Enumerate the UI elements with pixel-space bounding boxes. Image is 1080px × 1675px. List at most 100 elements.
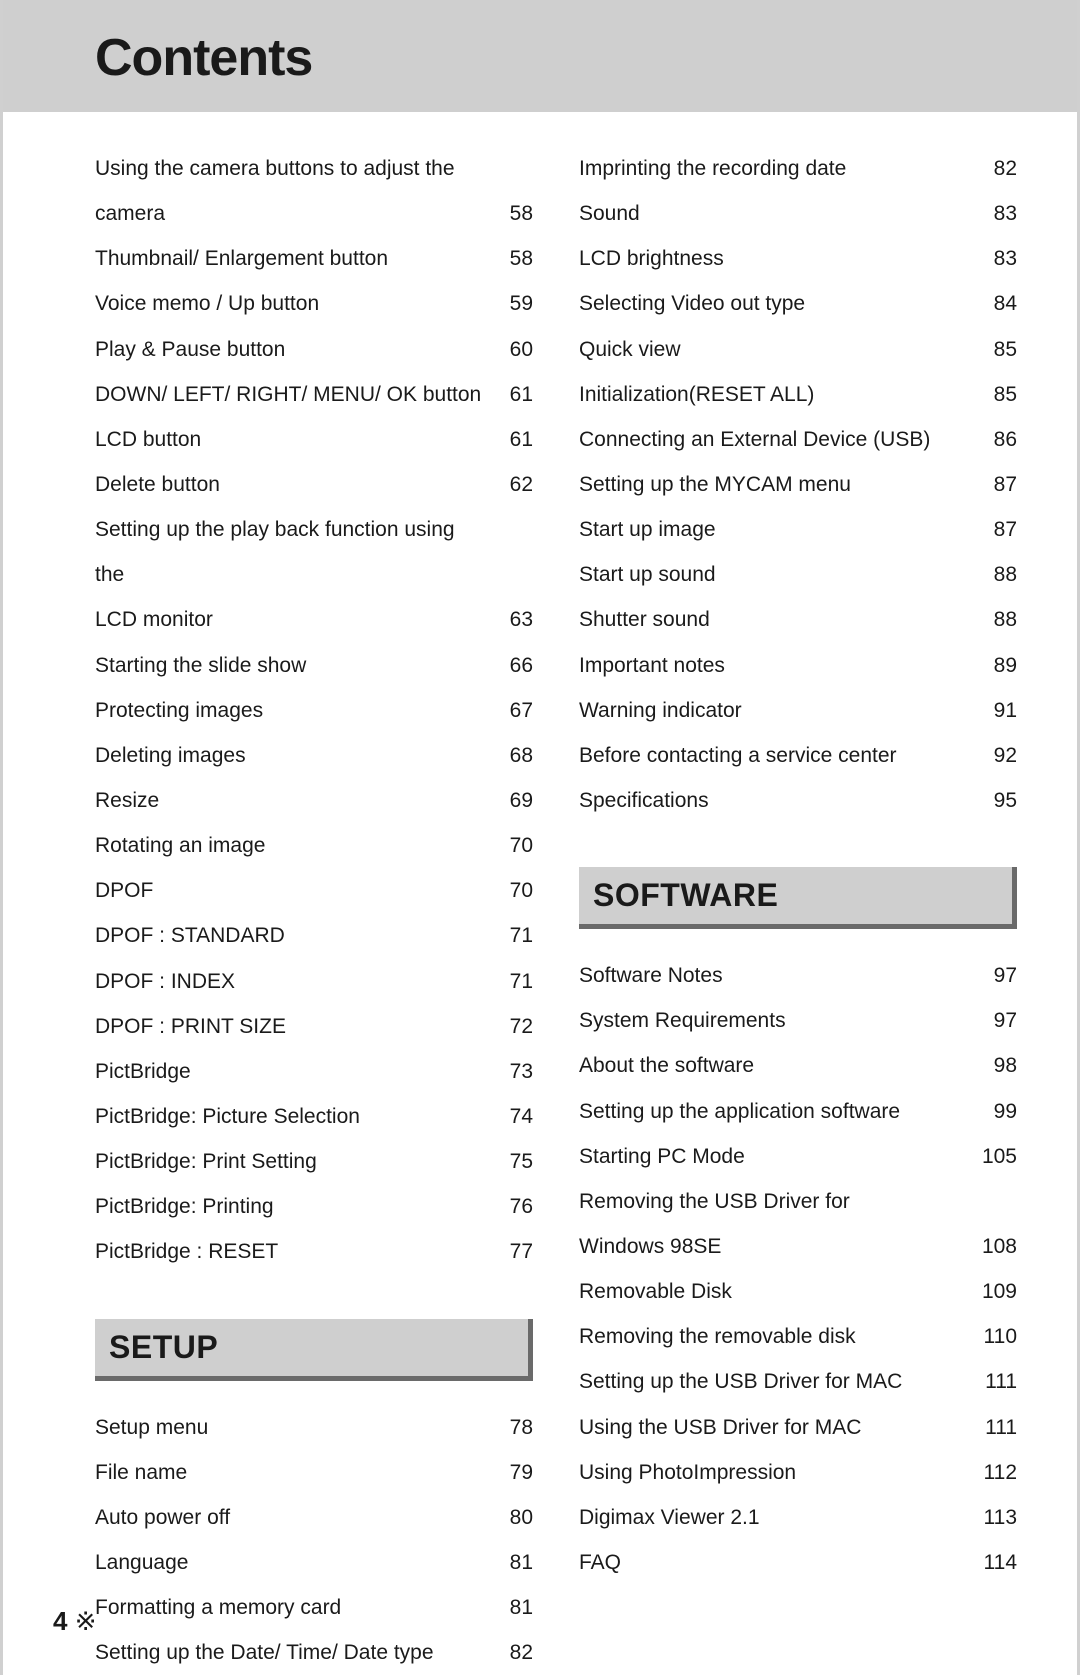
toc-entry-title: DPOF : PRINT SIZE (95, 1004, 286, 1049)
toc-entry: Before contacting a service center92 (579, 733, 1017, 778)
page-number: 4 ※ (53, 1606, 97, 1637)
toc-entry-title: Setting up the application software (579, 1089, 900, 1134)
toc-entry-page: 109 (969, 1269, 1017, 1314)
toc-entry-page: 69 (485, 778, 533, 823)
toc-entry-title: DOWN/ LEFT/ RIGHT/ MENU/ OK button (95, 372, 481, 417)
toc-entry-title: DPOF : INDEX (95, 959, 235, 1004)
toc-entry: DPOF : STANDARD71 (95, 913, 533, 958)
toc-entry: Removing the removable disk110 (579, 1314, 1017, 1359)
toc-entry: Initialization(RESET ALL)85 (579, 372, 1017, 417)
toc-entry-title: Starting PC Mode (579, 1134, 745, 1179)
toc-entry-page: 97 (969, 953, 1017, 998)
toc-entry: Start up sound88 (579, 552, 1017, 597)
toc-entry-title: Start up image (579, 507, 716, 552)
toc-entry-title: Important notes (579, 643, 725, 688)
toc-entry-title: LCD brightness (579, 236, 724, 281)
toc-entry: Protecting images67 (95, 688, 533, 733)
toc-entry-page: 80 (485, 1495, 533, 1540)
toc-entry-title: Shutter sound (579, 597, 710, 642)
right-block-1: Imprinting the recording date82Sound83LC… (579, 146, 1017, 823)
toc-entry-page: 74 (485, 1094, 533, 1139)
left-column: Using the camera buttons to adjust theca… (95, 146, 533, 1675)
toc-entry-title: Windows 98SE (579, 1224, 721, 1269)
toc-entry-page: 76 (485, 1184, 533, 1229)
toc-entry: Rotating an image70 (95, 823, 533, 868)
toc-entry-title: Quick view (579, 327, 681, 372)
toc-entry-page: 97 (969, 998, 1017, 1043)
section-header-setup: SETUP (95, 1319, 533, 1381)
toc-entry: Setup menu78 (95, 1405, 533, 1450)
toc-entry-page: 62 (485, 462, 533, 507)
toc-entry-title: Rotating an image (95, 823, 265, 868)
toc-entry-title: Resize (95, 778, 159, 823)
toc-entry: LCD monitor63 (95, 597, 533, 642)
toc-entry-title: Starting the slide show (95, 643, 306, 688)
toc-entry-page: 85 (969, 327, 1017, 372)
toc-entry: Start up image 87 (579, 507, 1017, 552)
toc-entry-title: Selecting Video out type (579, 281, 805, 326)
toc-entry: Sound83 (579, 191, 1017, 236)
toc-entry: Formatting a memory card81 (95, 1585, 533, 1630)
toc-entry: Software Notes97 (579, 953, 1017, 998)
toc-entry-page: 66 (485, 643, 533, 688)
toc-entry-page: 83 (969, 236, 1017, 281)
toc-entry: Setting up the play back function using … (95, 507, 533, 597)
toc-entry: Removable Disk 109 (579, 1269, 1017, 1314)
toc-entry-title: Digimax Viewer 2.1 (579, 1495, 760, 1540)
toc-entry: Removing the USB Driver for (579, 1179, 1017, 1224)
toc-entry-page: 105 (969, 1134, 1017, 1179)
toc-entry-page: 89 (969, 643, 1017, 688)
toc-entry: Quick view 85 (579, 327, 1017, 372)
toc-entry-page: 81 (485, 1540, 533, 1585)
toc-entry: Important notes 89 (579, 643, 1017, 688)
toc-entry-title: Setting up the MYCAM menu (579, 462, 851, 507)
toc-entry-title: Imprinting the recording date (579, 146, 846, 191)
toc-entry-page: 91 (969, 688, 1017, 733)
toc-entry-page: 63 (485, 597, 533, 642)
toc-entry-title: Language (95, 1540, 188, 1585)
toc-entry-page: 67 (485, 688, 533, 733)
toc-entry-page: 87 (969, 507, 1017, 552)
toc-entry-page: 110 (969, 1314, 1017, 1359)
toc-entry-title: DPOF (95, 868, 153, 913)
toc-entry-title: camera (95, 191, 165, 236)
toc-entry-title: Using PhotoImpression (579, 1450, 796, 1495)
toc-entry: Auto power off80 (95, 1495, 533, 1540)
right-block-2: Software Notes97System Requirements97Abo… (579, 953, 1017, 1585)
toc-entry-title: PictBridge: Picture Selection (95, 1094, 360, 1139)
toc-entry: Setting up the application software 99 (579, 1089, 1017, 1134)
section-header-software: SOFTWARE (579, 867, 1017, 929)
toc-entry-title: Removable Disk (579, 1269, 732, 1314)
toc-entry: Play & Pause button60 (95, 327, 533, 372)
toc-entry-page: 98 (969, 1043, 1017, 1088)
toc-entry-page: 59 (485, 281, 533, 326)
toc-entry-page: 114 (969, 1540, 1017, 1585)
toc-entry-page: 113 (969, 1495, 1017, 1540)
toc-entry: Using the USB Driver for MAC111 (579, 1405, 1017, 1450)
toc-entry: Starting PC Mode 105 (579, 1134, 1017, 1179)
left-block-2: Setup menu78File name79Auto power off80L… (95, 1405, 533, 1675)
toc-entry: Language 81 (95, 1540, 533, 1585)
toc-entry-page: 71 (485, 913, 533, 958)
toc-entry-title: Setting up the USB Driver for MAC (579, 1359, 902, 1404)
toc-entry-page: 72 (485, 1004, 533, 1049)
toc-entry-page: 85 (969, 372, 1017, 417)
toc-entry: Using the camera buttons to adjust the (95, 146, 533, 191)
toc-entry-title: Using the camera buttons to adjust the (95, 146, 455, 191)
toc-entry: DPOF70 (95, 868, 533, 913)
toc-entry: About the software 98 (579, 1043, 1017, 1088)
toc-entry: PictBridge: Printing 76 (95, 1184, 533, 1229)
toc-entry-title: Setting up the Date/ Time/ Date type (95, 1630, 434, 1675)
toc-entry-page: 68 (485, 733, 533, 778)
page-number-symbol: ※ (75, 1606, 97, 1636)
toc-entry: Windows 98SE108 (579, 1224, 1017, 1269)
toc-entry: PictBridge: Print Setting75 (95, 1139, 533, 1184)
toc-entry-title: Sound (579, 191, 640, 236)
toc-entry-page: 60 (485, 327, 533, 372)
toc-entry-page: 99 (969, 1089, 1017, 1134)
toc-entry-page: 92 (969, 733, 1017, 778)
toc-entry-title: PictBridge: Printing (95, 1184, 274, 1229)
title-bar: Contents (3, 0, 1077, 112)
toc-entry-title: About the software (579, 1043, 754, 1088)
toc-entry-page: 112 (969, 1450, 1017, 1495)
